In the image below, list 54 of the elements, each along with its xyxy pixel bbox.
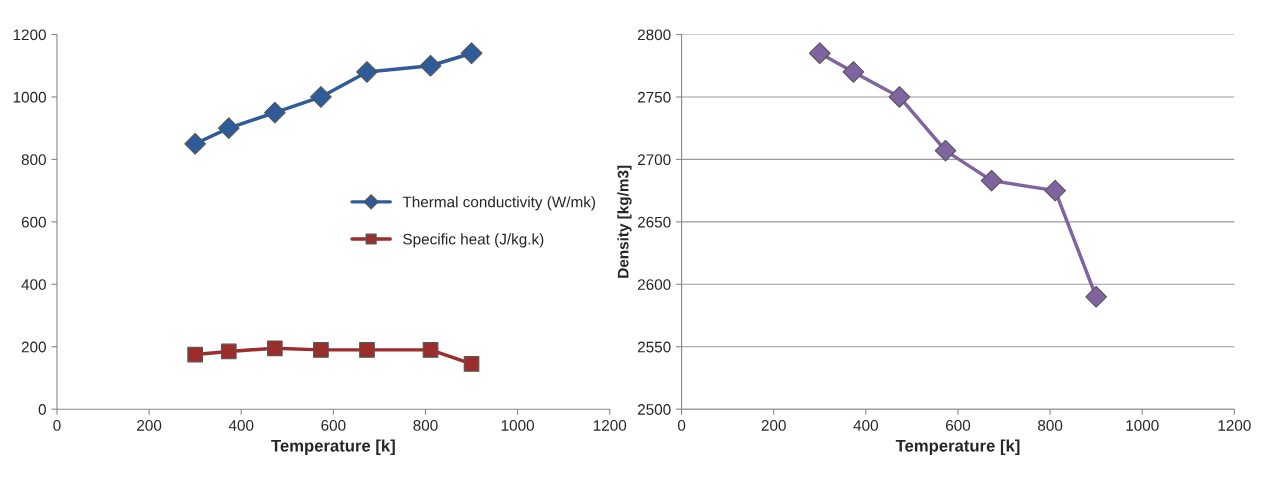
- point: [263, 101, 286, 124]
- point: [808, 42, 831, 65]
- x-tick-label: 600: [321, 420, 346, 431]
- x-tick-label: 1000: [1126, 420, 1159, 431]
- x-tick-label: 0: [677, 420, 686, 431]
- x-tick-label: 1200: [1218, 420, 1251, 431]
- y-tick-label: 0: [38, 404, 46, 415]
- legend-label: Specific heat (J/kg.k): [403, 233, 544, 248]
- point: [310, 86, 332, 108]
- point: [422, 342, 439, 358]
- x-tick-label: 200: [761, 420, 786, 431]
- y-tick-label: 200: [21, 341, 46, 353]
- point: [220, 343, 237, 360]
- x-tick-label: 200: [137, 420, 162, 431]
- point: [463, 356, 480, 372]
- x-axis-title: Temperature [k]: [895, 439, 1020, 455]
- x-tick-label: 800: [413, 420, 438, 431]
- point: [217, 117, 240, 140]
- y-tick-label: 800: [21, 154, 46, 166]
- point: [1085, 285, 1108, 308]
- y-tick-label: 1000: [13, 91, 46, 103]
- x-axis-title: Temperature [k]: [271, 439, 395, 455]
- y-tick-label: 2550: [637, 341, 671, 353]
- point: [888, 86, 911, 108]
- x-tick-label: 1000: [501, 420, 534, 431]
- point: [356, 61, 378, 83]
- x-tick-label: 600: [946, 420, 971, 431]
- y-tick-label: 2750: [637, 91, 671, 103]
- point: [980, 169, 1003, 192]
- point: [842, 61, 865, 83]
- y-tick-label: 2650: [637, 216, 671, 228]
- y-tick-label: 2800: [637, 29, 671, 41]
- y-tick-label: 2600: [637, 279, 671, 290]
- y-tick-label: 600: [21, 216, 46, 228]
- y-axis-title: Density [kg/m3]: [617, 165, 632, 278]
- point: [187, 346, 203, 363]
- x-tick-label: 0: [53, 420, 61, 431]
- y-tick-label: 2700: [637, 154, 671, 166]
- legend-label: Thermal conductivity (W/mk): [402, 196, 596, 211]
- x-tick-label: 1200: [593, 420, 627, 431]
- y-tick-label: 2500: [637, 404, 671, 415]
- y-tick-label: 400: [21, 279, 46, 290]
- point: [267, 340, 283, 357]
- x-tick-label: 400: [228, 420, 254, 431]
- x-tick-label: 800: [1038, 420, 1063, 431]
- point: [313, 342, 329, 358]
- point: [419, 54, 442, 77]
- point: [359, 342, 375, 358]
- x-tick-label: 400: [853, 420, 878, 431]
- y-tick-label: 1200: [13, 29, 46, 41]
- point: [184, 132, 207, 155]
- point: [460, 42, 483, 65]
- point: [934, 139, 957, 162]
- point: [1044, 179, 1067, 202]
